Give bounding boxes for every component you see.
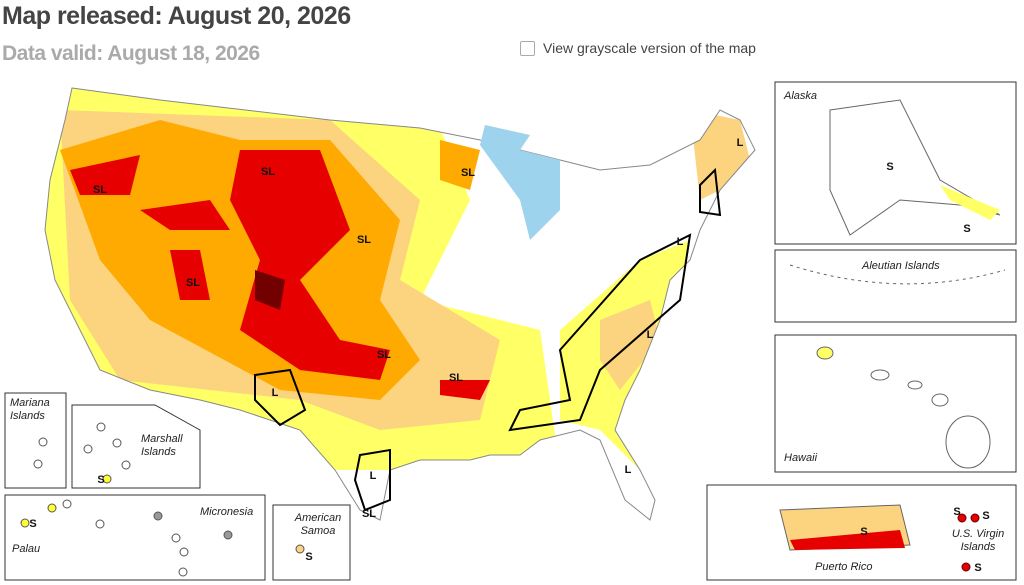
subtitle: Data valid: August 18, 2026 [2,42,260,65]
impact-label: S [305,551,312,563]
inset-label: Palau [12,543,41,555]
virgin-islands-shape [957,513,980,572]
inset-label: Hawaii [784,452,818,464]
impact-label: S [97,474,104,486]
impact-label: SL [93,184,107,196]
impact-label: L [737,137,744,149]
impact-label: L [272,387,279,399]
impact-label: S [29,518,36,530]
us-outline [44,87,756,521]
hawaii-shape [816,346,991,469]
impact-label: SL [362,508,376,520]
impact-label: L [647,329,654,341]
impact-label: S [953,506,960,518]
inset-label: U.S. Virgin Islands [951,528,1005,553]
impact-label: SL [357,234,371,246]
impact-label: SL [261,166,275,178]
impact-label: SL [377,349,391,361]
impact-label: L [677,236,684,248]
impact-boundaries [254,167,722,512]
toggle-label[interactable]: View grayscale version of the map [543,40,756,56]
inset-label: American Samoa [294,512,342,537]
impact-label: S [963,223,970,235]
impact-label: S [886,161,893,173]
pacific-islands [20,422,305,577]
alaska-drought [940,185,1000,220]
inset-label: Alaska [784,90,818,102]
grayscale-toggle[interactable]: View grayscale version of the map [520,40,756,56]
title: Map released: August 20, 2026 [2,2,351,30]
impact-label: S [860,526,867,538]
impact-label: S [974,562,981,574]
impact-label: S [982,510,989,522]
impact-label: L [370,470,377,482]
alaska-shape [829,99,1001,236]
checkbox[interactable] [520,40,535,56]
contiguous-us [45,88,755,520]
inset-label: Marshall Islands [141,433,183,458]
inset-frames [4,81,1017,581]
inset-label: Mariana Islands [10,397,50,422]
inset-label: Aleutian Islands [862,260,940,272]
impact-label: SL [186,277,200,289]
aleutian-shape [789,264,1006,285]
impact-label: SL [461,167,475,179]
great-lakes [480,125,560,240]
impact-label: L [625,464,632,476]
inset-label: Micronesia [200,506,254,518]
puerto-rico-drought [790,530,905,550]
impact-label: SL [449,372,463,384]
inset-label: Puerto Rico [815,561,873,573]
